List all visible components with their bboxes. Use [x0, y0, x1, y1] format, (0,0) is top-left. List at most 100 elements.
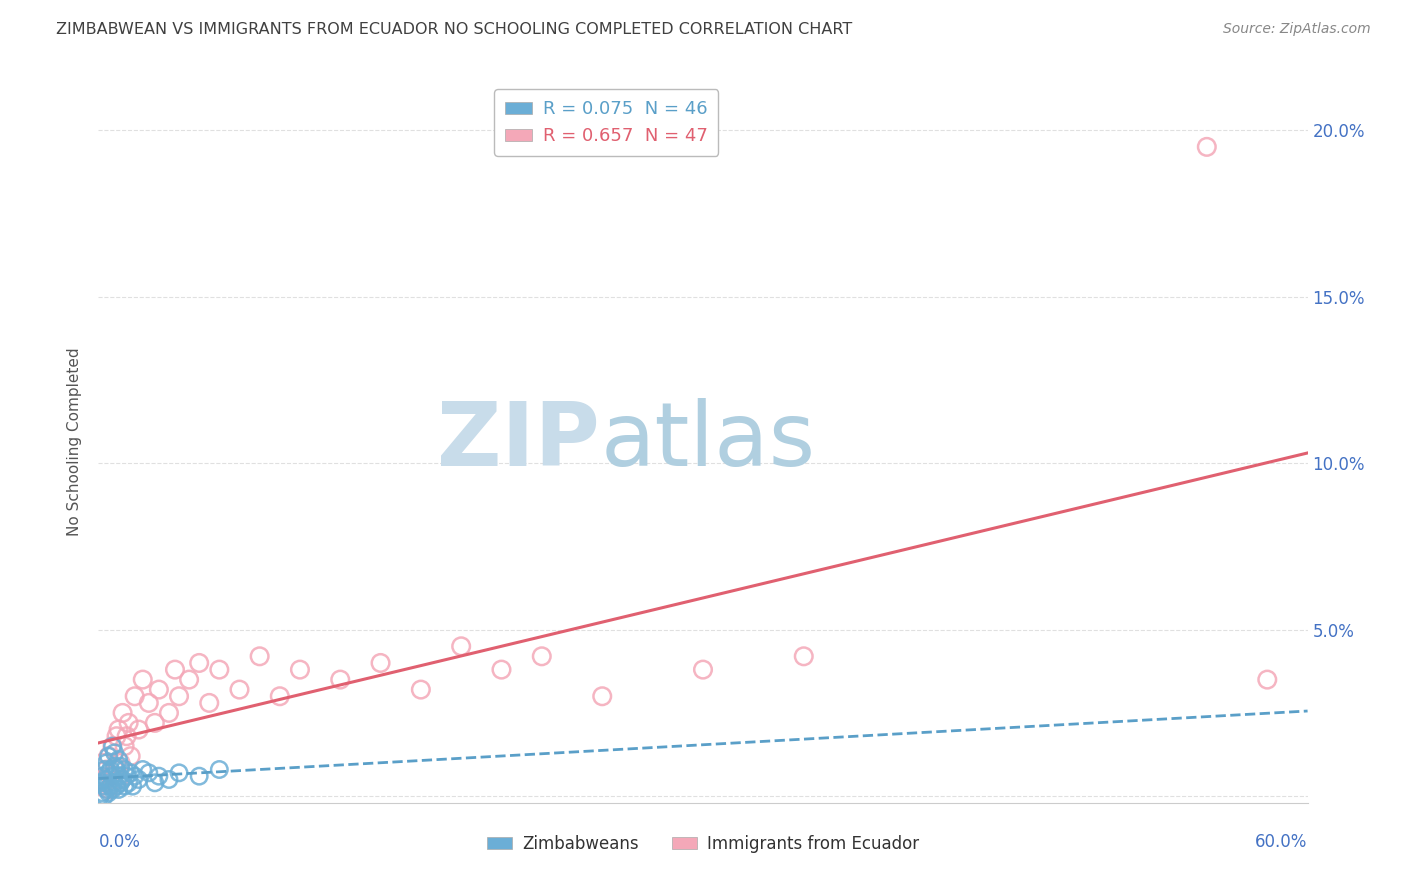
Point: [110, 756, 132, 770]
Point: [107, 769, 129, 783]
Point: [89, 789, 111, 804]
Point: [93, 779, 115, 793]
Point: [120, 749, 142, 764]
Point: [105, 729, 128, 743]
Point: [93, 789, 115, 804]
Y-axis label: No Schooling Completed: No Schooling Completed: [67, 347, 83, 536]
Point: [167, 690, 190, 704]
Point: [409, 682, 432, 697]
Point: [450, 640, 472, 654]
Point: [103, 759, 125, 773]
Point: [97, 776, 120, 790]
Point: [118, 776, 141, 790]
Point: [107, 782, 129, 797]
Point: [93, 776, 115, 790]
Point: [91, 772, 114, 787]
Point: [148, 769, 170, 783]
Point: [115, 769, 138, 783]
Point: [110, 759, 132, 773]
Point: [249, 649, 271, 664]
Point: [103, 746, 125, 760]
Point: [269, 690, 291, 704]
Point: [138, 765, 160, 780]
Point: [128, 772, 150, 787]
Point: [124, 769, 146, 783]
Point: [138, 696, 160, 710]
Point: [167, 765, 190, 780]
Point: [370, 656, 392, 670]
Point: [100, 779, 122, 793]
Point: [157, 706, 180, 720]
Point: [491, 663, 513, 677]
Point: [793, 649, 815, 664]
Point: [96, 772, 118, 787]
Point: [228, 682, 250, 697]
Point: [105, 763, 128, 777]
Text: Source: ZipAtlas.com: Source: ZipAtlas.com: [1223, 22, 1371, 37]
Point: [132, 673, 155, 687]
Point: [103, 776, 125, 790]
Point: [107, 772, 129, 787]
Point: [198, 696, 221, 710]
Point: [121, 779, 143, 793]
Point: [118, 715, 141, 730]
Text: 60.0%: 60.0%: [1256, 833, 1308, 851]
Point: [101, 769, 124, 783]
Point: [103, 763, 125, 777]
Point: [114, 779, 136, 793]
Point: [188, 769, 211, 783]
Point: [97, 765, 120, 780]
Point: [97, 749, 120, 764]
Point: [120, 765, 142, 780]
Point: [143, 776, 166, 790]
Point: [101, 739, 124, 754]
Point: [1256, 673, 1278, 687]
Point: [111, 772, 134, 787]
Point: [96, 756, 118, 770]
Point: [100, 763, 122, 777]
Point: [692, 663, 714, 677]
Point: [96, 782, 118, 797]
Point: [132, 763, 155, 777]
Point: [97, 782, 120, 797]
Point: [97, 749, 120, 764]
Point: [208, 663, 231, 677]
Point: [143, 715, 166, 730]
Point: [329, 673, 352, 687]
Point: [124, 690, 146, 704]
Point: [105, 779, 128, 793]
Point: [97, 786, 120, 800]
Point: [91, 756, 114, 770]
Point: [188, 656, 211, 670]
Point: [89, 779, 111, 793]
Point: [179, 673, 201, 687]
Point: [91, 769, 114, 783]
Point: [208, 763, 231, 777]
Point: [591, 690, 613, 704]
Point: [163, 663, 186, 677]
Point: [530, 649, 553, 664]
Text: atlas: atlas: [600, 398, 815, 485]
Legend: Zimbabweans, Immigrants from Ecuador: Zimbabweans, Immigrants from Ecuador: [481, 828, 925, 860]
Point: [288, 663, 311, 677]
Point: [107, 752, 129, 766]
Point: [100, 769, 122, 783]
Text: 0.0%: 0.0%: [98, 833, 141, 851]
Point: [1195, 140, 1218, 154]
Point: [91, 786, 114, 800]
Point: [89, 776, 111, 790]
Point: [157, 772, 180, 787]
Point: [110, 776, 132, 790]
Point: [107, 723, 129, 737]
Text: ZIMBABWEAN VS IMMIGRANTS FROM ECUADOR NO SCHOOLING COMPLETED CORRELATION CHART: ZIMBABWEAN VS IMMIGRANTS FROM ECUADOR NO…: [56, 22, 852, 37]
Point: [114, 763, 136, 777]
Text: ZIP: ZIP: [437, 398, 600, 485]
Point: [93, 763, 115, 777]
Point: [111, 706, 134, 720]
Point: [128, 723, 150, 737]
Point: [101, 739, 124, 754]
Point: [115, 729, 138, 743]
Point: [114, 739, 136, 754]
Point: [101, 782, 124, 797]
Point: [96, 763, 118, 777]
